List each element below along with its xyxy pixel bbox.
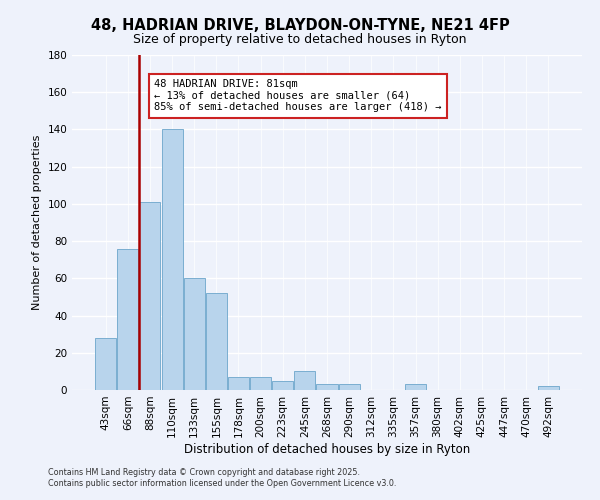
Bar xyxy=(139,202,160,390)
Text: Contains HM Land Registry data © Crown copyright and database right 2025.
Contai: Contains HM Land Registry data © Crown c… xyxy=(48,468,397,487)
Bar xyxy=(538,386,559,390)
X-axis label: Distribution of detached houses by size in Ryton: Distribution of detached houses by size … xyxy=(184,442,470,456)
Bar xyxy=(338,384,359,390)
Bar xyxy=(228,377,249,390)
Bar xyxy=(184,278,205,390)
Bar xyxy=(118,248,139,390)
Bar xyxy=(95,338,116,390)
Text: 48, HADRIAN DRIVE, BLAYDON-ON-TYNE, NE21 4FP: 48, HADRIAN DRIVE, BLAYDON-ON-TYNE, NE21… xyxy=(91,18,509,32)
Bar xyxy=(161,130,182,390)
Text: Size of property relative to detached houses in Ryton: Size of property relative to detached ho… xyxy=(133,32,467,46)
Text: 48 HADRIAN DRIVE: 81sqm
← 13% of detached houses are smaller (64)
85% of semi-de: 48 HADRIAN DRIVE: 81sqm ← 13% of detache… xyxy=(154,79,442,112)
Y-axis label: Number of detached properties: Number of detached properties xyxy=(32,135,42,310)
Bar xyxy=(272,380,293,390)
Bar xyxy=(250,377,271,390)
Bar xyxy=(295,372,316,390)
Bar xyxy=(206,293,227,390)
Bar xyxy=(405,384,426,390)
Bar xyxy=(316,384,338,390)
